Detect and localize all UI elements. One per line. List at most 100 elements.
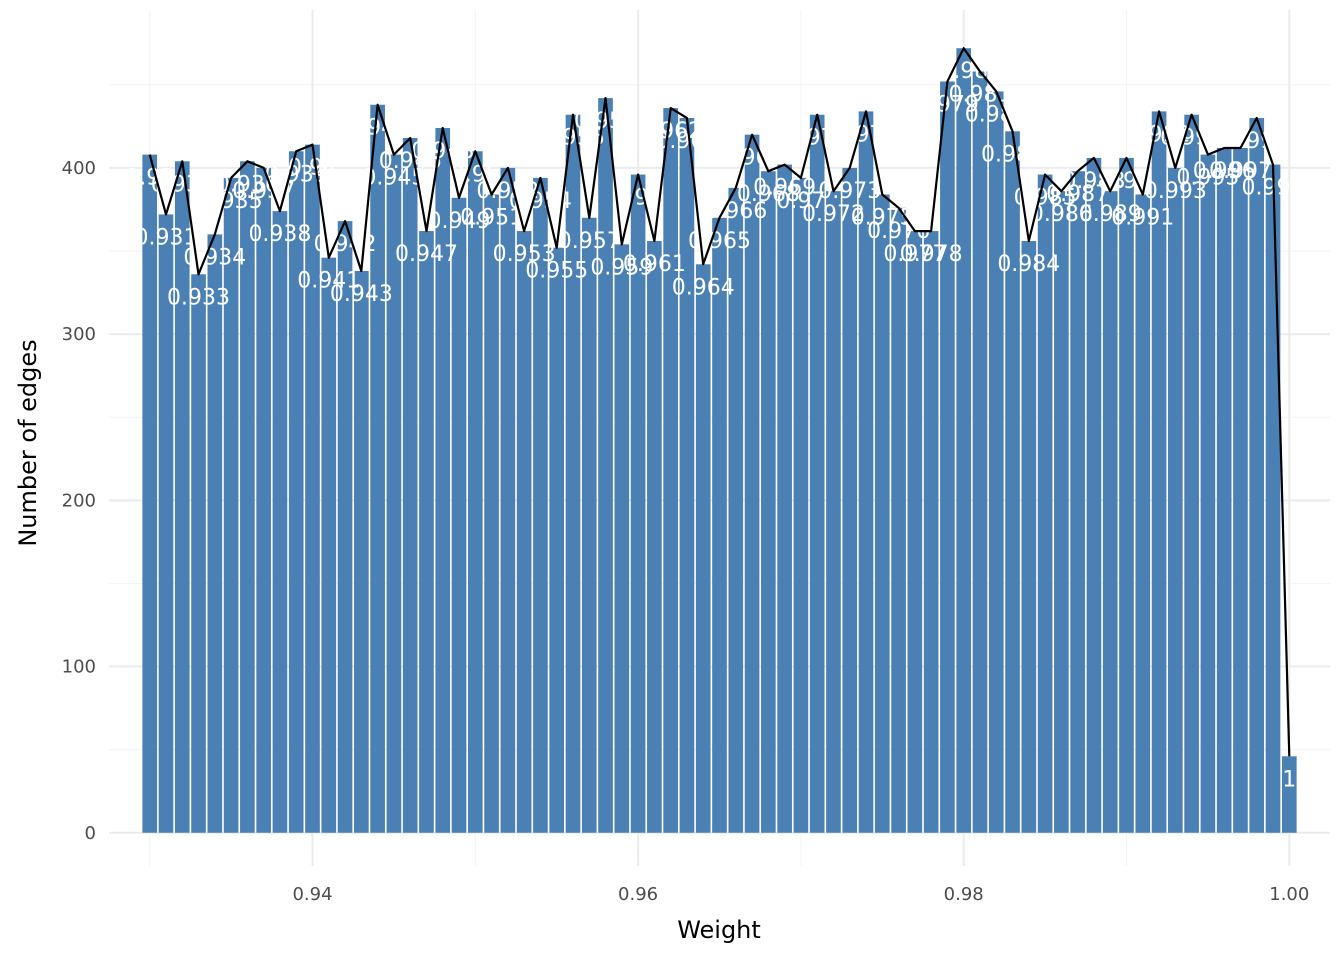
bar <box>207 234 223 833</box>
bar <box>533 177 548 833</box>
bar <box>256 167 271 833</box>
bar <box>923 231 939 833</box>
bar-label: 0.989 <box>1079 202 1142 227</box>
bar-label: 0.993 <box>1144 179 1207 204</box>
bar-label: 0.94 <box>288 156 337 181</box>
bar-label: 0.955 <box>525 259 588 284</box>
bar <box>891 207 906 833</box>
bar <box>1135 194 1151 833</box>
bar <box>972 71 988 833</box>
bar-label: 0.946 <box>379 149 442 174</box>
y-tick-label: 100 <box>62 657 96 678</box>
bar-label: 0.973 <box>818 179 881 204</box>
bar-label: 0.956 <box>541 126 604 151</box>
bar <box>500 167 516 833</box>
bar-label: 0.982 <box>965 102 1028 127</box>
axes: 0.94 0.96 0.98 1.00 0 100 200 300 400 <box>62 158 1310 905</box>
bar <box>647 241 662 833</box>
bar <box>451 197 467 833</box>
bar <box>744 134 760 833</box>
bar-label: 0.966 <box>704 199 767 224</box>
bar <box>826 191 841 833</box>
bar-label: 0.938 <box>248 222 311 247</box>
bars <box>142 48 1297 833</box>
bar <box>777 164 792 833</box>
bar-label: 0.942 <box>314 232 377 257</box>
bar <box>1265 164 1281 833</box>
x-tick-label: 0.94 <box>292 884 332 905</box>
bar-label: 0.944 <box>346 116 409 141</box>
bar <box>1151 111 1167 833</box>
bar-label: 0.972 <box>802 202 865 227</box>
bar <box>337 221 353 833</box>
bar <box>809 114 825 833</box>
bar-label: 0.957 <box>558 229 621 254</box>
bar <box>874 194 890 833</box>
bar-label: 0.934 <box>183 245 246 270</box>
bar-label: 0.953 <box>493 242 556 267</box>
bar-label: 0.994 <box>1160 126 1223 151</box>
bar <box>142 154 158 833</box>
bar <box>1184 114 1199 833</box>
bar-label: 0.933 <box>167 285 230 310</box>
bar <box>1249 118 1265 833</box>
bar-label: 0.961 <box>623 252 686 277</box>
bar <box>614 244 630 833</box>
bar <box>907 231 923 833</box>
bar-label: 0.995 <box>1176 166 1239 191</box>
bar <box>793 177 809 833</box>
bar <box>370 104 385 833</box>
bar <box>598 98 613 833</box>
bar <box>516 231 532 833</box>
x-tick-label: 1.00 <box>1269 884 1309 905</box>
bar <box>1233 147 1248 833</box>
bar-label: 0.992 <box>1128 122 1191 147</box>
bar-label: 0.95 <box>451 162 500 187</box>
bar-label: 0.967 <box>721 146 784 171</box>
bar-label: 0.958 <box>574 109 637 134</box>
bar-label: 0.935 <box>200 189 263 214</box>
trend-line-path <box>148 47 1291 757</box>
bar <box>940 81 955 833</box>
x-axis-title: Weight <box>677 916 761 944</box>
y-tick-label: 200 <box>62 490 96 511</box>
bar <box>858 111 874 833</box>
bar <box>712 217 727 833</box>
bar <box>1005 131 1020 833</box>
x-tick-label: 0.98 <box>944 884 984 905</box>
bar-label: 0.998 <box>1225 129 1288 154</box>
bar <box>1086 157 1102 833</box>
bar <box>272 211 288 833</box>
y-tick-label: 0 <box>85 823 96 844</box>
bar-label: 0.997 <box>1209 159 1272 184</box>
bar <box>223 177 239 833</box>
bar-label: 0.951 <box>460 205 523 230</box>
bar <box>419 231 434 833</box>
bar-label: 0.991 <box>1111 205 1174 230</box>
bar-label: 0.962 <box>639 119 702 144</box>
bar-label: 0.968 <box>737 182 800 207</box>
bar <box>321 257 337 833</box>
bar <box>484 194 499 833</box>
bar-label: 0.964 <box>672 275 735 300</box>
bar <box>842 167 858 833</box>
bar <box>1021 241 1037 833</box>
bar <box>1200 154 1216 833</box>
bar <box>761 171 776 833</box>
bar <box>1054 191 1069 833</box>
bar <box>1070 171 1085 833</box>
bar-label: 0.971 <box>786 126 849 151</box>
bar-label: 0.974 <box>835 122 898 147</box>
bar <box>1216 147 1232 833</box>
bar <box>1102 191 1118 833</box>
bar-label: 0.977 <box>883 242 946 267</box>
bar <box>1119 157 1134 833</box>
bar <box>1168 167 1183 833</box>
bar-label: 0.97 <box>776 189 825 214</box>
bar-label: 0.948 <box>411 139 474 164</box>
bar <box>467 151 483 833</box>
bar <box>174 161 190 833</box>
bar <box>679 118 695 833</box>
bar-label: 0.941 <box>297 269 360 294</box>
